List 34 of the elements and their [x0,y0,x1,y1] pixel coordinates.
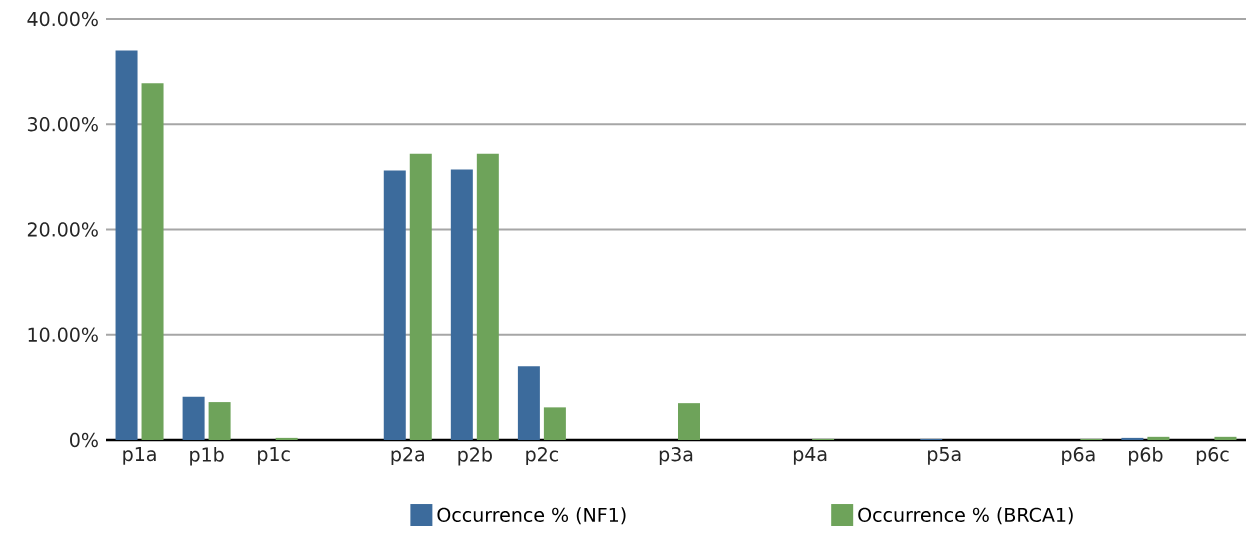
bar [1121,437,1144,440]
x-tick-label: p2c [526,447,559,466]
legend-label: Occurrence % (BRCA1) [858,507,1073,525]
x-tick-label: p4a [793,447,827,465]
y-tick-label: 40.00% [27,11,98,27]
legend-label: Occurrence % (NF1) [437,507,626,525]
bar [409,153,432,440]
bar [1214,436,1237,440]
x-tick-label: p1b [190,447,224,466]
bar [141,83,164,440]
x-tick-label: p6b [1129,447,1163,466]
x-tick-label: p2b [458,447,492,466]
y-tick-label: 0% [70,432,98,448]
bar [275,437,298,440]
bar [543,407,566,440]
x-tick-label: p2a [391,447,424,466]
x-tick-label: p1a [123,447,156,465]
bar [1147,436,1170,440]
bar [182,396,205,440]
x-tick-label: p6c [1196,447,1229,466]
bar [678,403,700,440]
bar [450,169,473,440]
x-tick-label: p5a [928,447,961,465]
bar [383,170,406,440]
bar [517,366,540,440]
bar [208,402,231,440]
x-tick-label: p6a [1062,447,1095,466]
x-tick-label: p3a [659,447,693,466]
x-tick-label: p1c [258,447,290,465]
bar [115,50,138,440]
y-tick-label: 20.00% [27,222,98,237]
y-tick-label: 30.00% [27,117,98,132]
bar [476,153,499,440]
y-tick-label: 10.00% [28,327,98,342]
